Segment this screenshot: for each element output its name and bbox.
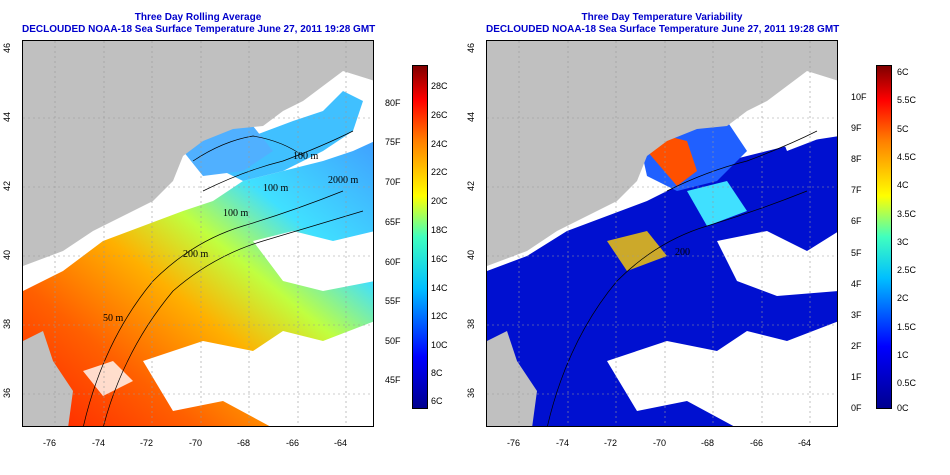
right-cbar-c-label: 2C [897,293,909,303]
left-cbar-c-label: 14C [431,283,448,293]
right-x-tick: -74 [556,438,570,448]
left-cbar-f-label: 65F [385,217,401,227]
left-title-line2: DECLOUDED NOAA-18 Sea Surface Temperatur… [22,24,376,35]
left-x-tick: -70 [189,438,203,448]
right-y-tick: 38 [466,318,477,330]
right-y-tick: 40 [466,249,477,261]
right-cbar-c-label: 1.5C [897,322,917,332]
right-cbar-f-label: 4F [851,279,862,289]
right-cbar-c-label: 3.5C [897,209,917,219]
right-cbar-c-label: 0C [897,403,909,413]
right-cbar-c-label: 6C [897,67,909,77]
left-map-graphic: 100 m 100 m 2000 m 200 m 50 m 100 m [23,41,373,426]
contour-label: 200 [675,247,690,258]
right-cbar-f-label: 2F [851,341,862,351]
left-cbar-c-label: 18C [431,225,448,235]
left-y-tick: 42 [2,180,13,192]
left-y-tick: 36 [2,387,13,399]
right-y-tick: 42 [466,180,477,192]
left-cbar-c-label: 6C [431,396,443,406]
right-cbar-c-label: 0.5C [897,378,917,388]
contour-label: 100 m [263,183,289,194]
left-x-tick: -76 [43,438,57,448]
right-x-tick: -66 [750,438,764,448]
right-cbar-c-label: 4.5C [897,152,917,162]
left-cbar-c-label: 16C [431,254,448,264]
right-cbar-f-label: 0F [851,403,862,413]
right-y-tick: 46 [466,42,477,54]
right-cbar-c-label: 4C [897,180,909,190]
contour-label: 2000 m [328,175,359,186]
right-cbar-c-label: 3C [897,237,909,247]
left-cbar-f-label: 80F [385,98,401,108]
right-cbar-f-label: 6F [851,216,862,226]
contour-label: 100 m [293,151,319,162]
left-cbar-c-label: 22C [431,167,448,177]
left-y-tick: 40 [2,249,13,261]
left-cbar-c-label: 24C [431,139,448,149]
left-cbar-c-label: 26C [431,110,448,120]
right-cbar-c-label: 5.5C [897,95,917,105]
right-title-line1: Three Day Temperature Variability [581,12,743,23]
right-cbar-c-label: 1C [897,350,909,360]
right-x-tick: -70 [653,438,667,448]
left-title-line1: Three Day Rolling Average [134,12,262,23]
contour-label: 200 m [183,249,209,260]
left-y-tick: 46 [2,42,13,54]
left-cbar-f-label: 55F [385,296,401,306]
left-cbar-f-label: 45F [385,375,401,385]
left-cbar-c-label: 8C [431,368,443,378]
left-cbar-c-label: 28C [431,81,448,91]
right-title-line2: DECLOUDED NOAA-18 Sea Surface Temperatur… [486,24,840,35]
contour-label: 50 m [103,313,124,324]
right-cbar-c-label: 2.5C [897,265,917,275]
left-x-tick: -68 [237,438,251,448]
left-cbar-f-label: 75F [385,137,401,147]
right-cbar-f-label: 10F [851,92,867,102]
right-cbar-f-label: 5F [851,248,862,258]
left-cbar-f-label: 60F [385,257,401,267]
right-cbar-f-label: 7F [851,185,862,195]
right-cbar-f-label: 8F [851,154,862,164]
left-cbar-f-label: 70F [385,177,401,187]
left-cbar-c-label: 20C [431,196,448,206]
right-cbar-c-label: 5C [897,124,909,134]
left-cbar-c-label: 12C [431,311,448,321]
right-x-tick: -72 [604,438,618,448]
left-map: 100 m 100 m 2000 m 200 m 50 m 100 m [22,40,374,427]
right-cbar-f-label: 9F [851,123,862,133]
left-y-tick: 38 [2,318,13,330]
left-colorbar [412,65,428,409]
left-cbar-f-label: 50F [385,336,401,346]
right-cbar-f-label: 3F [851,310,862,320]
right-x-tick: -64 [798,438,812,448]
contour-label: 100 m [223,208,249,219]
right-y-tick: 44 [466,111,477,123]
left-x-tick: -66 [286,438,300,448]
right-y-tick: 36 [466,387,477,399]
right-cbar-f-label: 1F [851,372,862,382]
right-map-graphic: 200 [487,41,837,426]
left-x-tick: -72 [140,438,154,448]
left-x-tick: -64 [334,438,348,448]
left-y-tick: 44 [2,111,13,123]
right-map: 200 [486,40,838,427]
right-x-tick: -76 [507,438,521,448]
left-cbar-c-label: 10C [431,340,448,350]
right-x-tick: -68 [701,438,715,448]
right-colorbar [876,65,892,409]
left-x-tick: -74 [92,438,106,448]
